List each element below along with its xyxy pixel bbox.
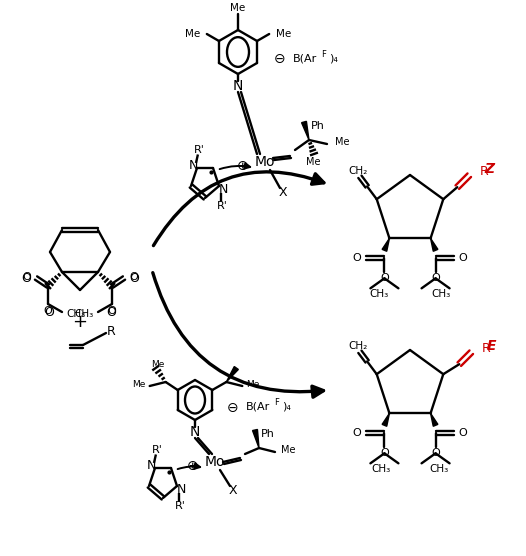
Text: )₄: )₄ [329, 53, 338, 63]
Text: R: R [479, 165, 488, 178]
Text: O: O [459, 428, 467, 438]
Text: Me: Me [185, 29, 200, 39]
Polygon shape [301, 121, 309, 140]
Text: CH₃: CH₃ [431, 289, 450, 299]
Text: O: O [380, 274, 389, 284]
Text: Z: Z [484, 162, 494, 176]
Text: B(Ar: B(Ar [293, 53, 317, 63]
Text: O: O [21, 271, 31, 285]
Text: ⊖: ⊖ [227, 401, 239, 415]
Text: O: O [459, 254, 467, 264]
Text: Mo: Mo [255, 155, 275, 169]
Text: O: O [44, 306, 53, 316]
Text: X: X [279, 186, 287, 198]
Text: F: F [275, 398, 279, 406]
Text: F: F [321, 49, 327, 58]
Text: CH₂: CH₂ [348, 166, 368, 176]
Text: O: O [352, 254, 361, 264]
Text: Ph: Ph [311, 121, 325, 131]
Text: CH₃: CH₃ [370, 289, 389, 299]
Text: N: N [190, 425, 200, 439]
Text: CH₂: CH₂ [348, 341, 368, 351]
Polygon shape [382, 413, 389, 426]
Text: O: O [380, 448, 389, 458]
Text: +: + [73, 313, 87, 331]
Text: Mo: Mo [205, 455, 225, 469]
Text: CH₃: CH₃ [372, 464, 391, 474]
Text: O: O [431, 274, 440, 284]
Text: R: R [107, 325, 115, 337]
Text: O: O [106, 305, 116, 319]
Text: Me: Me [276, 29, 291, 39]
Text: O: O [22, 272, 31, 282]
Text: R': R' [217, 201, 227, 211]
Text: R': R' [151, 445, 163, 455]
Text: N: N [218, 182, 228, 196]
Text: Me: Me [151, 360, 164, 369]
Text: Me: Me [133, 380, 146, 389]
Polygon shape [382, 239, 389, 251]
Text: ⊕: ⊕ [187, 459, 199, 473]
Text: Me: Me [335, 137, 349, 147]
Text: )₄: )₄ [282, 401, 291, 411]
Text: E: E [487, 339, 496, 353]
Text: CH₃: CH₃ [429, 464, 448, 474]
Text: R: R [481, 342, 490, 355]
Text: N: N [176, 483, 186, 495]
Text: O: O [129, 271, 139, 285]
Text: O: O [44, 305, 54, 319]
Text: R': R' [175, 501, 186, 511]
Text: O: O [129, 272, 138, 282]
Text: ⊕: ⊕ [237, 159, 249, 173]
Text: O: O [108, 306, 116, 316]
Text: CH₃: CH₃ [66, 309, 86, 319]
Text: B(Ar: B(Ar [246, 401, 270, 411]
Text: Ph: Ph [261, 429, 275, 439]
Polygon shape [252, 429, 259, 448]
Polygon shape [431, 239, 438, 251]
Polygon shape [431, 413, 438, 426]
Text: N: N [188, 158, 198, 171]
Text: O: O [352, 428, 361, 438]
Text: N: N [146, 459, 156, 471]
Text: Me: Me [246, 380, 260, 389]
Text: X: X [229, 484, 237, 497]
Text: O: O [431, 448, 440, 458]
Text: Me: Me [281, 445, 296, 455]
Text: Me: Me [306, 157, 320, 167]
Text: CH₃: CH₃ [74, 309, 94, 319]
Text: N: N [233, 79, 243, 93]
Text: ⊖: ⊖ [274, 52, 286, 66]
Text: Me: Me [230, 3, 246, 13]
Text: R': R' [194, 145, 205, 155]
Polygon shape [226, 366, 238, 382]
